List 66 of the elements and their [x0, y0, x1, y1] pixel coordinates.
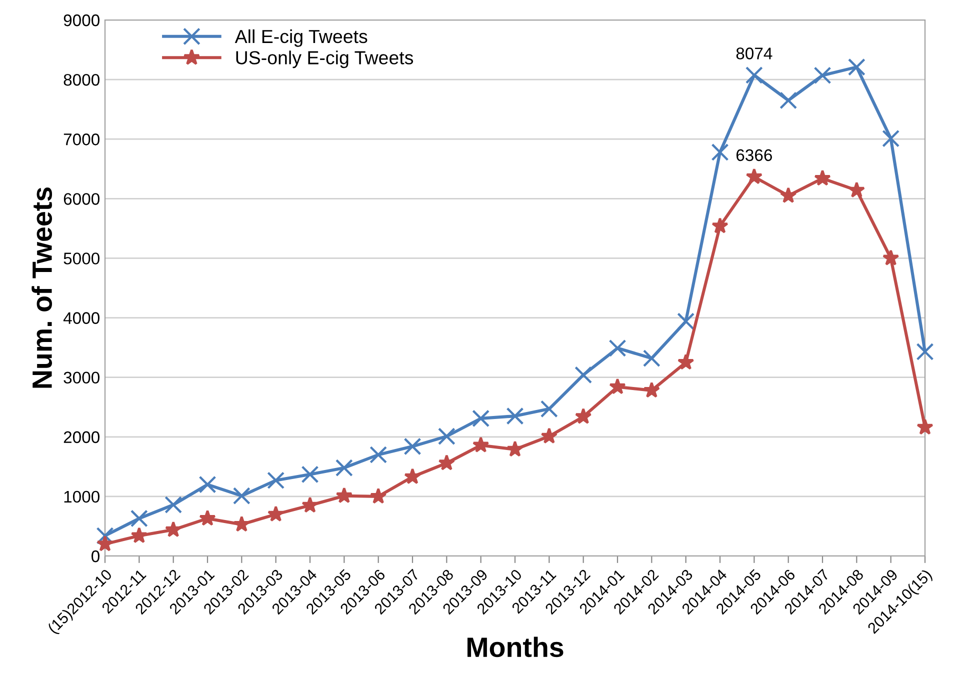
point: [677, 354, 694, 370]
y-axis-title: Num. of Tweets: [32, 188, 52, 388]
point: [404, 438, 422, 456]
point: [540, 400, 558, 418]
point: [712, 217, 728, 234]
point: [232, 487, 250, 505]
point: [642, 350, 660, 368]
x-axis-title: Months: [467, 636, 564, 658]
y-tick-label: 0: [92, 550, 100, 562]
point: [780, 186, 797, 203]
point: [916, 342, 934, 360]
point: [848, 182, 866, 198]
point: [267, 472, 285, 490]
point: [745, 66, 763, 84]
point: [336, 487, 353, 504]
legend-label: US-only E-cig Tweets: [236, 50, 414, 68]
point: [574, 408, 592, 424]
point: [233, 516, 250, 532]
point: [608, 339, 626, 357]
point: [746, 168, 763, 184]
point: [677, 312, 695, 330]
point: [506, 407, 524, 425]
point: [609, 378, 626, 394]
point: [370, 446, 388, 464]
point: [472, 410, 490, 428]
point: [506, 440, 524, 457]
data-label: 6366: [736, 149, 772, 162]
y-tick-label: 5000: [64, 252, 100, 264]
point: [404, 468, 421, 484]
point: [301, 466, 319, 484]
point: [916, 418, 934, 435]
point: [472, 436, 490, 453]
y-tick-label: 3000: [64, 372, 100, 384]
point: [164, 496, 182, 514]
point: [882, 249, 900, 266]
point: [814, 170, 831, 186]
point: [267, 506, 284, 522]
legend-label: All E-cig Tweets: [234, 29, 368, 47]
point: [848, 58, 866, 76]
point: [814, 66, 832, 84]
y-tick-label: 4000: [63, 312, 100, 324]
point: [198, 476, 216, 494]
point: [574, 366, 592, 384]
y-tick-label: 2000: [64, 431, 100, 444]
point: [96, 527, 114, 544]
point: [643, 382, 660, 398]
y-tick-label: 7000: [64, 134, 100, 146]
point: [335, 459, 353, 477]
point: [130, 527, 148, 544]
y-tick-label: 9000: [64, 14, 100, 26]
point: [438, 428, 456, 446]
point: [199, 510, 216, 526]
point: [96, 535, 114, 552]
point: [882, 130, 900, 148]
point: [540, 428, 558, 444]
point: [302, 496, 318, 513]
point: [370, 488, 387, 504]
y-tick-label: 1000: [64, 490, 100, 503]
y-tick-label: 8000: [64, 74, 100, 86]
y-tick-label: 6000: [64, 193, 100, 205]
point: [438, 454, 456, 470]
data-label: 8074: [736, 48, 772, 60]
point: [130, 510, 148, 528]
point: [780, 92, 798, 110]
point: [164, 521, 182, 538]
point: [711, 143, 729, 161]
